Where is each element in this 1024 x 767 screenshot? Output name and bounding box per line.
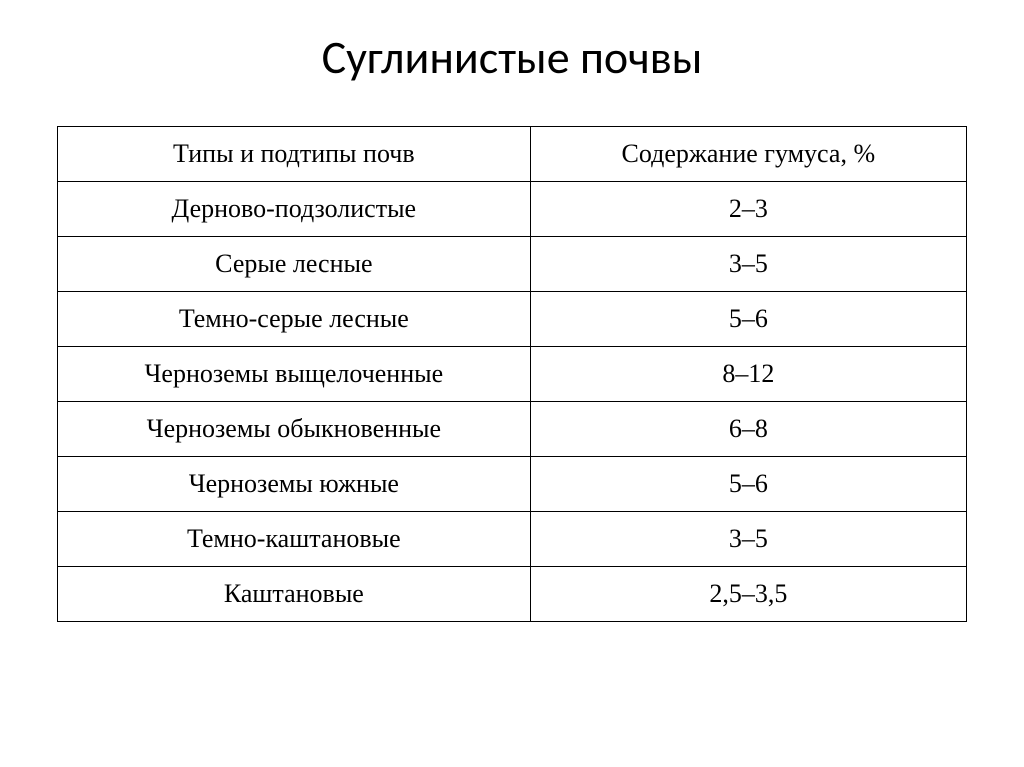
cell-soil-type: Дерново-подзолистые [58, 182, 531, 237]
cell-humus-value: 2,5–3,5 [530, 567, 966, 622]
table-row: Серые лесные 3–5 [58, 237, 967, 292]
cell-soil-type: Черноземы выщелоченные [58, 347, 531, 402]
soil-table-container: Типы и подтипы почв Содержание гумуса, %… [57, 126, 967, 622]
cell-soil-type: Черноземы южные [58, 457, 531, 512]
cell-humus-value: 3–5 [530, 237, 966, 292]
header-cell-humus: Содержание гумуса, % [530, 127, 966, 182]
cell-soil-type: Серые лесные [58, 237, 531, 292]
cell-humus-value: 8–12 [530, 347, 966, 402]
table-row: Дерново-подзолистые 2–3 [58, 182, 967, 237]
cell-soil-type: Темно-каштановые [58, 512, 531, 567]
cell-humus-value: 3–5 [530, 512, 966, 567]
cell-humus-value: 5–6 [530, 292, 966, 347]
header-cell-types: Типы и подтипы почв [58, 127, 531, 182]
table-body: Типы и подтипы почв Содержание гумуса, %… [58, 127, 967, 622]
soil-table: Типы и подтипы почв Содержание гумуса, %… [57, 126, 967, 622]
cell-soil-type: Черноземы обыкновенные [58, 402, 531, 457]
cell-humus-value: 5–6 [530, 457, 966, 512]
table-row: Темно-серые лесные 5–6 [58, 292, 967, 347]
table-row: Черноземы выщелоченные 8–12 [58, 347, 967, 402]
table-row: Темно-каштановые 3–5 [58, 512, 967, 567]
table-row: Каштановые 2,5–3,5 [58, 567, 967, 622]
cell-soil-type: Каштановые [58, 567, 531, 622]
page-title: Суглинистые почвы [322, 30, 703, 86]
cell-soil-type: Темно-серые лесные [58, 292, 531, 347]
table-row: Черноземы обыкновенные 6–8 [58, 402, 967, 457]
table-row: Черноземы южные 5–6 [58, 457, 967, 512]
table-header-row: Типы и подтипы почв Содержание гумуса, % [58, 127, 967, 182]
cell-humus-value: 6–8 [530, 402, 966, 457]
cell-humus-value: 2–3 [530, 182, 966, 237]
